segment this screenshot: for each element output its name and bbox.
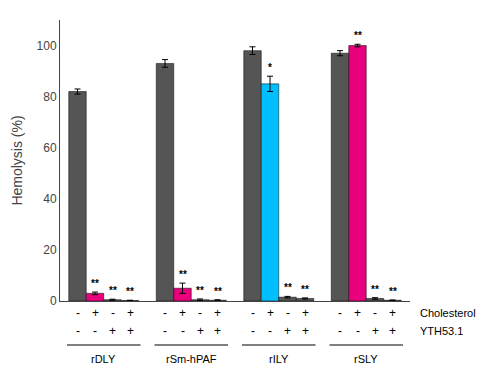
svg-text:**: ** [371, 284, 379, 295]
svg-text:+: + [127, 306, 134, 320]
svg-text:+: + [197, 324, 204, 338]
svg-text:**: ** [91, 278, 99, 289]
svg-text:100: 100 [37, 39, 57, 53]
svg-text:+: + [179, 306, 186, 320]
svg-text:Hemolysis (%): Hemolysis (%) [9, 115, 25, 205]
svg-text:-: - [251, 306, 255, 320]
svg-text:**: ** [109, 285, 117, 296]
svg-text:rSm-hPAF: rSm-hPAF [166, 353, 217, 365]
svg-text:-: - [356, 324, 360, 338]
svg-text:-: - [76, 306, 80, 320]
svg-text:+: + [127, 324, 134, 338]
svg-text:**: ** [196, 285, 204, 296]
svg-text:rDLY: rDLY [91, 353, 116, 365]
svg-text:+: + [372, 324, 379, 338]
svg-text:+: + [302, 324, 309, 338]
svg-text:rILY: rILY [269, 353, 289, 365]
svg-text:-: - [76, 324, 80, 338]
svg-text:20: 20 [43, 243, 57, 257]
svg-text:**: ** [301, 284, 309, 295]
svg-text:-: - [181, 324, 185, 338]
svg-text:**: ** [214, 286, 222, 297]
svg-text:**: ** [126, 286, 134, 297]
svg-text:YTH53.1: YTH53.1 [420, 325, 463, 337]
svg-text:+: + [214, 306, 221, 320]
svg-text:0: 0 [50, 294, 57, 308]
svg-text:-: - [251, 324, 255, 338]
svg-text:-: - [338, 324, 342, 338]
svg-text:-: - [163, 306, 167, 320]
svg-text:-: - [163, 324, 167, 338]
svg-text:**: ** [389, 286, 397, 297]
svg-text:-: - [268, 324, 272, 338]
svg-text:+: + [214, 324, 221, 338]
svg-text:60: 60 [43, 141, 57, 155]
svg-text:-: - [93, 324, 97, 338]
svg-text:-: - [338, 306, 342, 320]
svg-text:*: * [268, 62, 272, 73]
svg-text:+: + [109, 324, 116, 338]
svg-text:Cholesterol: Cholesterol [420, 307, 476, 319]
svg-text:-: - [198, 306, 202, 320]
svg-text:+: + [389, 306, 396, 320]
svg-text:rSLY: rSLY [354, 353, 378, 365]
svg-text:80: 80 [43, 90, 57, 104]
svg-text:+: + [354, 306, 361, 320]
svg-text:+: + [92, 306, 99, 320]
svg-text:+: + [267, 306, 274, 320]
svg-text:-: - [286, 306, 290, 320]
svg-text:-: - [111, 306, 115, 320]
svg-text:**: ** [179, 269, 187, 280]
svg-text:40: 40 [43, 192, 57, 206]
svg-text:**: ** [284, 282, 292, 293]
svg-text:+: + [284, 324, 291, 338]
svg-text:-: - [373, 306, 377, 320]
svg-text:+: + [389, 324, 396, 338]
svg-text:+: + [302, 306, 309, 320]
svg-text:**: ** [354, 30, 362, 41]
